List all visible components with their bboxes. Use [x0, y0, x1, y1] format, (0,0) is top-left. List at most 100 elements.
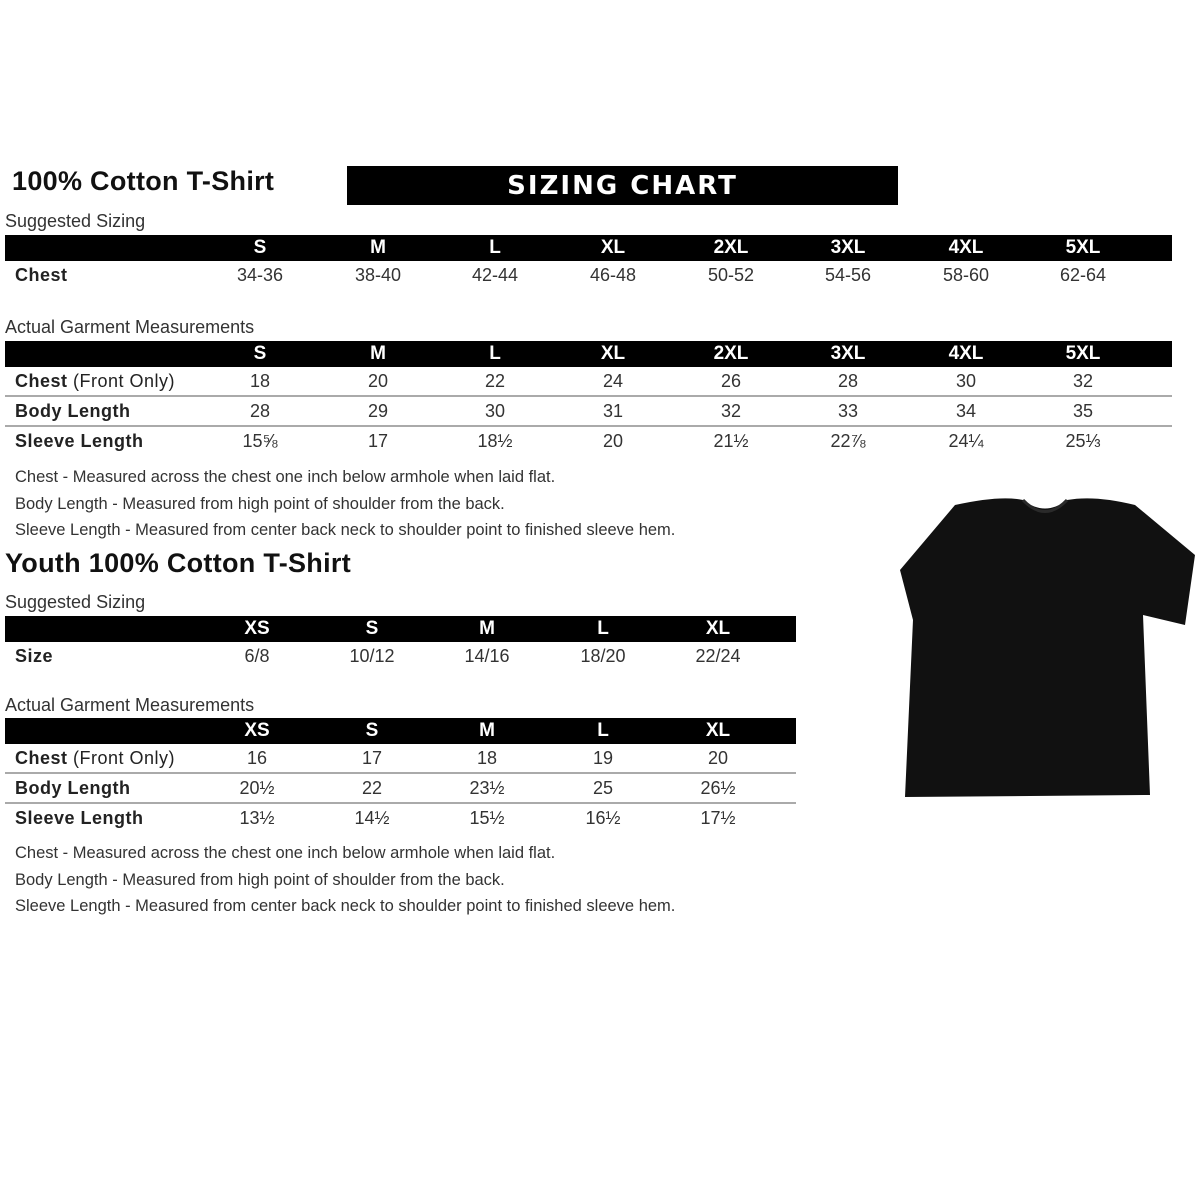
adult-suggested-table: S M L XL 2XL 3XL 4XL 5XL Chest 34-36 38-40 42-44 46-… [5, 235, 1172, 289]
row-label-text: Sleeve Length [15, 431, 144, 451]
cell-value: 18/20 [580, 646, 626, 666]
cell-value: 15½ [469, 808, 505, 828]
cell-value: 54-56 [824, 265, 872, 285]
note-line: Body Length - Measured from high point o… [15, 870, 505, 889]
size-header-xs: XS [244, 618, 270, 639]
table-row: Size 6/8 10/12 14/16 18/20 22/24 [5, 642, 796, 670]
note-line: Sleeve Length - Measured from center bac… [15, 521, 676, 539]
cell-value: 46-48 [589, 265, 637, 285]
size-header-3xl: 3XL [830, 343, 866, 364]
size-header-row: XS S M L XL [5, 616, 796, 642]
size-header-xl: XL [600, 343, 626, 364]
size-header-5xl: 5XL [1065, 237, 1101, 258]
table-row: Chest 34-36 38-40 42-44 46-48 50-52 54-56 58-60… [5, 261, 1172, 289]
size-header-row: XS S M L XL [5, 718, 796, 744]
row-label: Sleeve Length [15, 427, 144, 455]
row-label: Chest [15, 261, 68, 289]
cell-value: 18 [249, 371, 271, 391]
cell-value: 35 [1072, 401, 1094, 421]
cell-value: 20 [602, 431, 624, 451]
cell-value: 22/24 [695, 646, 741, 666]
adult-title: 100% Cotton T-Shirt [12, 166, 275, 196]
row-label: Chest (Front Only) [15, 367, 175, 395]
cell-value: 17 [367, 431, 389, 451]
size-header-m: M [479, 720, 495, 741]
cell-value: 32 [720, 401, 742, 421]
row-label-note: (Front Only) [67, 748, 176, 768]
size-header-4xl: 4XL [948, 237, 984, 258]
table-row: Chest (Front Only) 16 17 18 19 20 [5, 744, 796, 774]
size-header-xl: XL [705, 618, 731, 639]
row-label: Chest (Front Only) [15, 744, 175, 772]
cell-value: 21½ [713, 431, 749, 451]
size-header-xs: XS [244, 720, 270, 741]
size-header-5xl: 5XL [1065, 343, 1101, 364]
youth-actual-table: XS S M L XL Chest (Front Only) 16 17 18 19 20 Body … [5, 718, 796, 832]
cell-value: 62-64 [1059, 265, 1107, 285]
adult-actual-label: Actual Garment Measurements [5, 317, 255, 337]
table-row: Body Length 28 29 30 31 32 33 34 35 [5, 397, 1172, 427]
row-label-text: Sleeve Length [15, 808, 144, 828]
adult-actual-table: S M L XL 2XL 3XL 4XL 5XL Chest (Front Only) 18 20 2… [5, 341, 1172, 455]
table-row: Body Length 20½ 22 23½ 25 26½ [5, 774, 796, 804]
note-line: Chest - Measured across the chest one in… [15, 468, 556, 486]
row-label-note: (Front Only) [67, 371, 176, 391]
cell-value: 24¼ [948, 431, 984, 451]
row-label-text: Body Length [15, 778, 131, 798]
size-header-xl: XL [600, 237, 626, 258]
size-header-m: M [479, 618, 495, 639]
row-label-text: Size [15, 646, 54, 666]
row-label-text: Chest [15, 371, 68, 391]
row-label: Size [15, 642, 53, 670]
table-row: Sleeve Length 13½ 14½ 15½ 16½ 17½ [5, 804, 796, 832]
cell-value: 16½ [585, 808, 621, 828]
adult-notes: Chest - Measured across the chest one in… [15, 464, 675, 544]
row-label-text: Chest [15, 748, 68, 768]
youth-title: Youth 100% Cotton T-Shirt [5, 548, 351, 578]
cell-value: 31 [602, 401, 624, 421]
note-line: Sleeve Length - Measured from center bac… [15, 897, 676, 915]
cell-value: 58-60 [942, 265, 990, 285]
cell-value: 22 [484, 371, 506, 391]
cell-value: 24 [602, 371, 624, 391]
cell-value: 50-52 [707, 265, 755, 285]
cell-value: 22⅞ [830, 431, 866, 451]
cell-value: 25⅓ [1065, 431, 1101, 451]
youth-actual-label: Actual Garment Measurements [5, 695, 255, 715]
black-tshirt-icon [900, 498, 1195, 797]
size-header-s: S [253, 237, 267, 258]
cell-value: 15⅝ [242, 431, 278, 451]
row-label-text: Chest [15, 265, 68, 285]
cell-value: 33 [837, 401, 859, 421]
cell-value: 28 [837, 371, 859, 391]
cell-value: 10/12 [349, 646, 395, 666]
cell-value: 14/16 [464, 646, 510, 666]
size-header-l: L [597, 618, 609, 639]
size-header-m: M [370, 343, 386, 364]
adult-suggested-label: Suggested Sizing [5, 211, 146, 231]
table-row: Chest (Front Only) 18 20 22 24 26 28 30 32 [5, 367, 1172, 397]
cell-value: 23½ [469, 778, 505, 798]
cell-value: 13½ [239, 808, 275, 828]
row-label-text: Body Length [15, 401, 131, 421]
cell-value: 14½ [354, 808, 390, 828]
size-header-s: S [365, 720, 379, 741]
cell-value: 20 [707, 748, 729, 768]
note-line: Chest - Measured across the chest one in… [15, 844, 556, 862]
cell-value: 34-36 [236, 265, 284, 285]
cell-value: 22 [361, 778, 383, 798]
cell-value: 20 [367, 371, 389, 391]
cell-value: 19 [592, 748, 614, 768]
youth-suggested-table: XS S M L XL Size 6/8 10/12 14/16 18/20 22/24 [5, 616, 796, 670]
size-header-row: S M L XL 2XL 3XL 4XL 5XL [5, 341, 1172, 367]
cell-value: 6/8 [244, 646, 270, 666]
cell-value: 25 [592, 778, 614, 798]
sizing-chart-banner: SIZING CHART [347, 166, 898, 205]
cell-value: 29 [367, 401, 389, 421]
cell-value: 42-44 [471, 265, 519, 285]
size-header-l: L [489, 237, 501, 258]
size-header-4xl: 4XL [948, 343, 984, 364]
cell-value: 17½ [700, 808, 736, 828]
cell-value: 30 [955, 371, 977, 391]
